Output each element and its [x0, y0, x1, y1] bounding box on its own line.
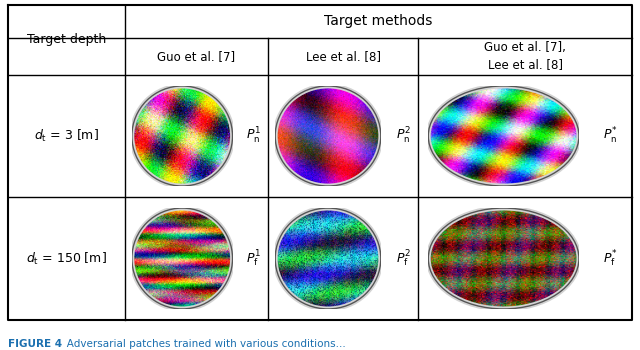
Text: $P_\mathrm{f}^{*}$: $P_\mathrm{f}^{*}$	[604, 248, 618, 269]
Text: $P_\mathrm{f}^{2}$: $P_\mathrm{f}^{2}$	[396, 248, 410, 269]
Text: Target depth: Target depth	[27, 34, 106, 47]
Text: Adversarial patches trained with various conditions...: Adversarial patches trained with various…	[57, 339, 346, 349]
Text: Lee et al. [8]: Lee et al. [8]	[305, 50, 381, 63]
Text: Target methods: Target methods	[324, 14, 433, 28]
Text: $P_\mathrm{n}^{*}$: $P_\mathrm{n}^{*}$	[604, 126, 618, 146]
Text: Guo et al. [7],
Lee et al. [8]: Guo et al. [7], Lee et al. [8]	[484, 42, 566, 71]
Text: $d_\mathrm{t}$ = 150 [m]: $d_\mathrm{t}$ = 150 [m]	[26, 251, 107, 267]
Text: Guo et al. [7]: Guo et al. [7]	[157, 50, 236, 63]
Text: $P_\mathrm{f}^{1}$: $P_\mathrm{f}^{1}$	[246, 248, 261, 269]
Text: $P_\mathrm{n}^{2}$: $P_\mathrm{n}^{2}$	[396, 126, 410, 146]
Text: $d_\mathrm{t}$ = 3 [m]: $d_\mathrm{t}$ = 3 [m]	[34, 128, 99, 144]
Text: $P_\mathrm{n}^{1}$: $P_\mathrm{n}^{1}$	[246, 126, 261, 146]
Text: FIGURE 4: FIGURE 4	[8, 339, 62, 349]
